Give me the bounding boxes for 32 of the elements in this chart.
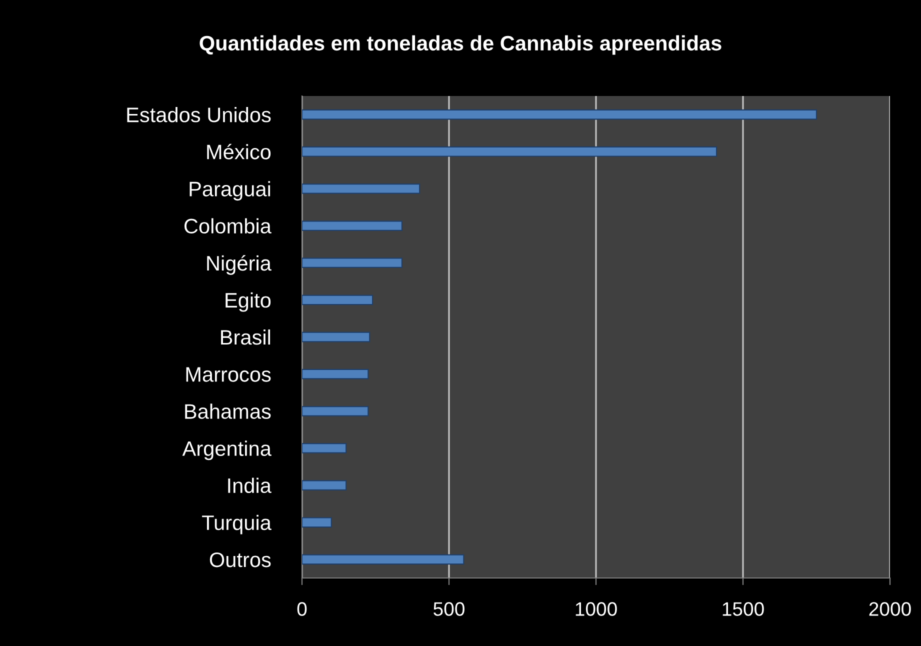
x-tick-label: 1000 xyxy=(576,602,617,616)
bar xyxy=(302,258,403,268)
y-tick-label: Outros xyxy=(210,552,271,568)
y-tick-label: India xyxy=(228,478,272,494)
y-tick-label: Egito xyxy=(226,292,271,312)
bar xyxy=(302,109,818,120)
y-tick-label: Nigéria xyxy=(207,255,272,275)
x-tick-label: 1500 xyxy=(722,602,764,616)
bar xyxy=(302,184,420,194)
y-tick-label: Paraguai xyxy=(190,181,270,201)
bar xyxy=(302,443,347,454)
y-tick-label: Estados Unidos xyxy=(127,106,271,122)
x-tick-label: 2000 xyxy=(869,602,911,616)
y-tick-label: Colombia xyxy=(184,218,272,234)
y-tick-label: Brasil xyxy=(221,329,270,345)
bar xyxy=(302,517,332,528)
chart-title: Quantidades em toneladas de Cannabis apreendidas xyxy=(200,35,722,55)
bar xyxy=(302,554,464,565)
y-tick-label: Argentina xyxy=(182,440,272,460)
bar xyxy=(302,368,369,380)
bar xyxy=(302,406,369,416)
x-tick-label: 500 xyxy=(434,602,464,616)
y-tick-label: Marrocos xyxy=(186,367,271,382)
bar xyxy=(302,220,403,231)
y-tick-label: Bahamas xyxy=(185,404,271,419)
y-tick-label: Turquia xyxy=(202,514,272,534)
x-tick-label: 0 xyxy=(297,602,307,616)
y-tick-label: México xyxy=(207,144,271,160)
bar xyxy=(302,146,718,157)
bar xyxy=(302,294,374,306)
bar xyxy=(302,332,370,342)
bar xyxy=(302,480,347,490)
